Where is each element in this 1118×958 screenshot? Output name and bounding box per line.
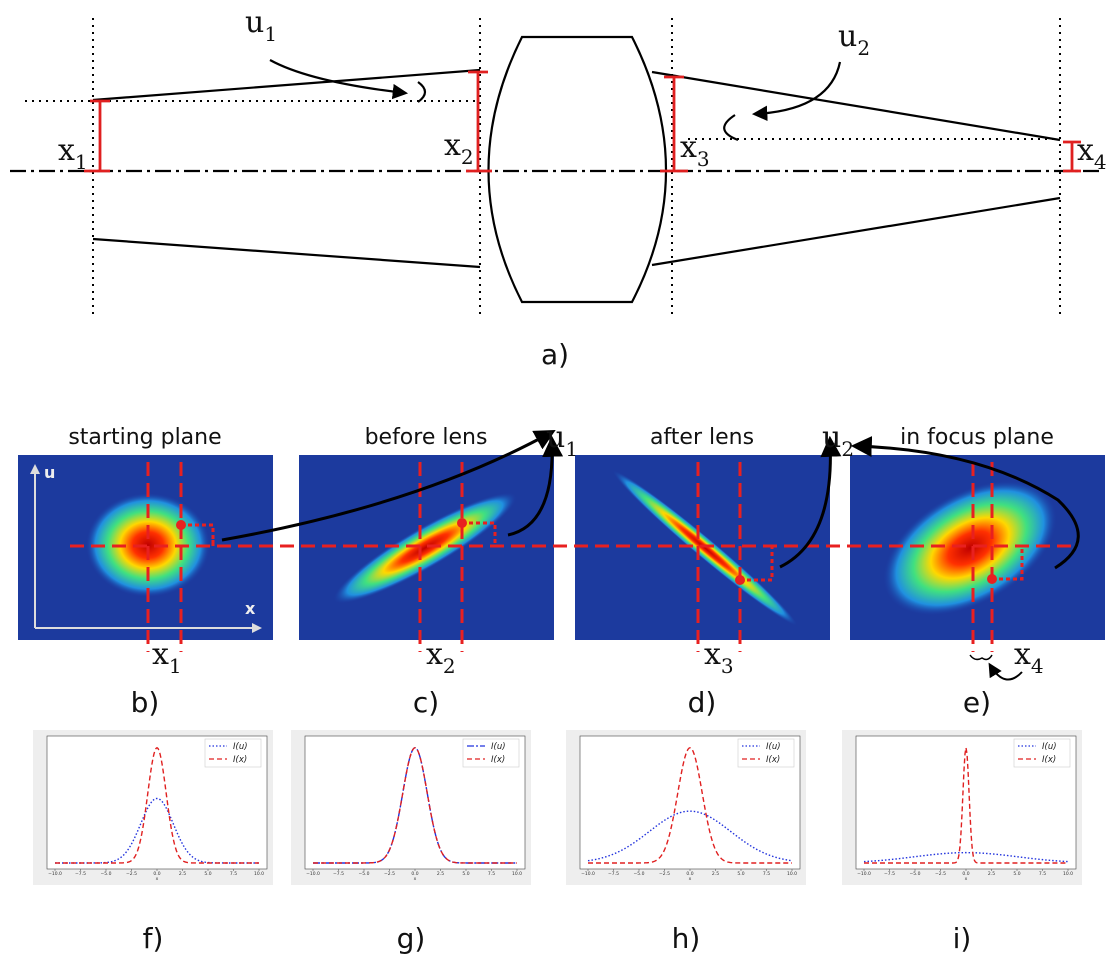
symbol-sub: 1 <box>75 150 88 174</box>
axis-label: u <box>44 463 55 482</box>
symbol-base: x <box>58 133 75 168</box>
symbol-label: x2 <box>426 637 456 678</box>
x-tick-label: −7.5 <box>75 871 86 877</box>
symbol-base: x <box>426 637 443 672</box>
symbol-sub: 1 <box>169 654 182 678</box>
symbol-label: u2 <box>822 420 854 461</box>
panel-label: g) <box>397 922 426 955</box>
panel-label: f) <box>143 922 164 955</box>
legend-label: I(u) <box>491 742 506 752</box>
x-tick-label: 2.5 <box>179 871 186 877</box>
x-tick-label: 5.0 <box>462 871 469 877</box>
x-tick-label: −10.0 <box>306 871 320 877</box>
x-tick-label: −5.0 <box>359 871 370 877</box>
panel-label: b) <box>131 686 160 719</box>
symbol-base: x <box>444 128 461 163</box>
symbol-sub: 1 <box>565 437 578 461</box>
symbol-base: x <box>152 637 169 672</box>
x-tick-label: −10.0 <box>581 871 595 877</box>
legend-label: I(x) <box>233 755 247 765</box>
panel-label: h) <box>672 922 701 955</box>
x-axis-label: x <box>965 877 968 882</box>
symbol-label: x1 <box>58 133 88 174</box>
panel-title: after lens <box>650 425 754 450</box>
x-tick-label: 5.0 <box>1013 871 1020 877</box>
symbol-base: x <box>680 130 697 165</box>
x-tick-label: 10.0 <box>1063 871 1073 877</box>
x-tick-label: 10.0 <box>787 871 797 877</box>
x-tick-label: 7.5 <box>230 871 237 877</box>
symbol-label: u1 <box>546 420 578 461</box>
symbol-sub: 2 <box>443 654 456 678</box>
panel-label: i) <box>953 922 972 955</box>
x-tick-label: 2.5 <box>712 871 719 877</box>
legend-label: I(u) <box>233 742 248 752</box>
x-tick-label: 7.5 <box>1039 871 1046 877</box>
symbol-sub: 4 <box>1031 654 1044 678</box>
x-tick-label: 10.0 <box>512 871 522 877</box>
x-tick-label: −10.0 <box>48 871 62 877</box>
symbol-sub: 3 <box>697 147 710 171</box>
x-tick-label: −5.0 <box>101 871 112 877</box>
symbol-base: u <box>822 420 841 455</box>
x-axis-label: x <box>414 877 417 882</box>
x-tick-label: 10.0 <box>254 871 264 877</box>
symbol-label: x4 <box>1014 637 1044 678</box>
legend-label: I(x) <box>766 755 780 765</box>
symbol-label: x4 <box>1077 133 1107 174</box>
symbol-base: x <box>1014 637 1031 672</box>
panel-label: e) <box>963 686 991 719</box>
panel-label: d) <box>688 686 717 719</box>
x-tick-label: 7.5 <box>763 871 770 877</box>
symbol-label: u2 <box>838 19 870 60</box>
symbol-label: u1 <box>245 5 277 46</box>
x-tick-label: −2.5 <box>659 871 670 877</box>
x-tick-label: −5.0 <box>634 871 645 877</box>
legend-label: I(x) <box>1042 755 1056 765</box>
x-tick-label: −7.5 <box>333 871 344 877</box>
x-tick-label: −10.0 <box>857 871 871 877</box>
legend-label: I(x) <box>491 755 505 765</box>
x-tick-label: 2.5 <box>437 871 444 877</box>
legend-label: I(u) <box>766 742 781 752</box>
x-tick-label: −2.5 <box>935 871 946 877</box>
symbol-sub: 2 <box>461 145 474 169</box>
x-axis-label: x <box>156 877 159 882</box>
phase-space-row <box>18 432 1105 680</box>
x-tick-label: 5.0 <box>204 871 211 877</box>
symbol-label: x2 <box>444 128 474 169</box>
panel-label: a) <box>541 338 569 371</box>
x-tick-label: −7.5 <box>884 871 895 877</box>
symbol-sub: 2 <box>857 36 870 60</box>
x-tick-label: 7.5 <box>488 871 495 877</box>
symbol-base: u <box>546 420 565 455</box>
x-tick-label: 5.0 <box>737 871 744 877</box>
symbol-label: x3 <box>680 130 710 171</box>
x-tick-label: −2.5 <box>384 871 395 877</box>
legend-label: I(u) <box>1042 742 1057 752</box>
panel-title: in focus plane <box>900 425 1054 450</box>
symbol-sub: 3 <box>721 654 734 678</box>
panel-title: before lens <box>365 425 488 450</box>
symbol-base: u <box>838 19 857 54</box>
symbol-base: x <box>704 637 721 672</box>
symbol-base: u <box>245 5 264 40</box>
axis-label: x <box>245 599 256 618</box>
x-tick-label: −5.0 <box>910 871 921 877</box>
panel-label: c) <box>413 686 439 719</box>
x-tick-label: −7.5 <box>608 871 619 877</box>
symbol-label: x3 <box>704 637 734 678</box>
symbol-sub: 1 <box>264 22 277 46</box>
figure: a) u1u2x1x2x3x4 starting planeb)x1uxbefo… <box>0 0 1118 958</box>
symbol-sub: 2 <box>841 437 854 461</box>
x-axis-label: x <box>689 877 692 882</box>
symbol-sub: 4 <box>1094 150 1107 174</box>
x-tick-label: −2.5 <box>126 871 137 877</box>
optics-diagram <box>10 18 1100 316</box>
panel-title: starting plane <box>68 425 221 450</box>
symbol-base: x <box>1077 133 1094 168</box>
x-tick-label: 2.5 <box>988 871 995 877</box>
symbol-label: x1 <box>152 637 182 678</box>
